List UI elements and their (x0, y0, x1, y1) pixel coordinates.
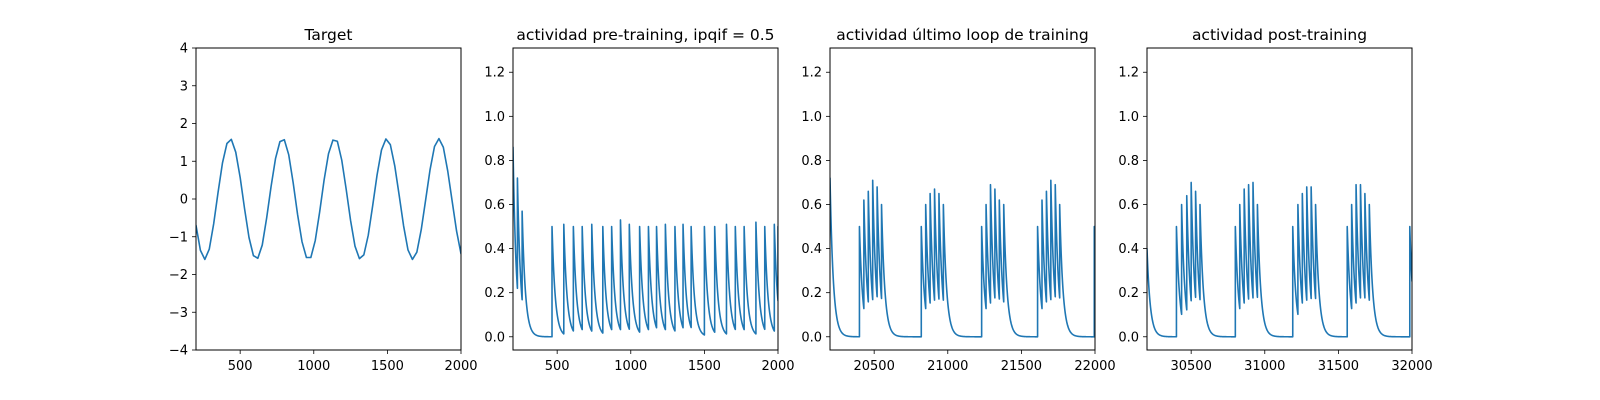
y-tick-label: 0.8 (801, 154, 822, 169)
y-tick-label: 1.2 (1118, 66, 1139, 81)
y-tick-label: 0.0 (484, 330, 505, 345)
x-tick-label: 500 (228, 359, 253, 374)
y-tick-label: 1.0 (484, 110, 505, 125)
x-tick-label: 30500 (1170, 359, 1211, 374)
subplot-title: Target (304, 26, 353, 44)
y-tick-label: 0.8 (484, 154, 505, 169)
x-tick-label: 22000 (1074, 359, 1115, 374)
subplot-1: Target 500 1000 1500 2000 −4 −3 −2 −1 0 1 2 3 4 (169, 26, 478, 374)
y-tick-label: 0.2 (1118, 286, 1139, 301)
y-tick-label: 0.6 (484, 198, 505, 213)
y-tick-label: 3 (180, 79, 188, 94)
subplot-3: actividad último loop de training 20500 21… (801, 26, 1115, 374)
x-tick-label: 20500 (853, 359, 894, 374)
axes-frame (512, 47, 779, 351)
y-tick-label: 4 (180, 42, 188, 57)
y-tick-label: 0.6 (1118, 198, 1139, 213)
y-tick-label: 0.4 (484, 242, 505, 257)
y-tick-label: 1 (180, 155, 188, 170)
y-tick-label: 0 (180, 193, 188, 208)
y-tick-label: 0.6 (801, 198, 822, 213)
y-tick-label: 0.4 (1118, 242, 1139, 257)
y-tick-label: 1.2 (484, 66, 505, 81)
x-tick-label: 32000 (1391, 359, 1432, 374)
x-tick-label: 1500 (371, 359, 404, 374)
axes-frame (829, 47, 1096, 351)
x-tick-label: 1000 (614, 359, 647, 374)
x-tick-label: 21500 (1001, 359, 1042, 374)
series-line-2-1 (513, 146, 778, 338)
y-tick-label: 0.4 (801, 242, 822, 257)
subplot-panels: Target 500 1000 1500 2000 −4 −3 −2 −1 0 1 2 3 4 activi… (169, 26, 1433, 374)
y-tick-label: −1 (169, 230, 188, 245)
y-tick-label: 0.0 (1118, 330, 1139, 345)
subplot-title: actividad pre-training, ipqif = 0.5 (516, 26, 774, 44)
y-tick-label: 0.0 (801, 330, 822, 345)
x-tick-label: 500 (545, 359, 570, 374)
y-tick-label: −2 (169, 268, 188, 283)
series-line-1-1 (196, 137, 461, 261)
y-tick-label: −4 (169, 344, 188, 359)
y-tick-label: 0.2 (484, 286, 505, 301)
subplot-4: actividad post-training 30500 31000 31500 32… (1118, 26, 1432, 374)
y-tick-label: −3 (169, 306, 188, 321)
subplot-2: actividad pre-training, ipqif = 0.5 500 10… (484, 26, 794, 374)
y-tick-label: 0.8 (1118, 154, 1139, 169)
series-line-4-1 (1147, 181, 1412, 338)
x-tick-label: 31000 (1244, 359, 1285, 374)
y-tick-label: 1.0 (801, 110, 822, 125)
y-tick-label: 1.0 (1118, 110, 1139, 125)
axes-frame (1146, 47, 1413, 351)
series-line-3-1 (830, 177, 1095, 338)
x-tick-label: 21000 (927, 359, 968, 374)
x-tick-label: 2000 (444, 359, 477, 374)
x-tick-label: 2000 (761, 359, 794, 374)
x-tick-label: 1000 (297, 359, 330, 374)
y-tick-label: 2 (180, 117, 188, 132)
x-tick-label: 1500 (688, 359, 721, 374)
y-tick-label: 0.2 (801, 286, 822, 301)
subplot-title: actividad post-training (1192, 26, 1367, 44)
y-tick-label: 1.2 (801, 66, 822, 81)
x-tick-label: 31500 (1318, 359, 1359, 374)
subplot-title: actividad último loop de training (836, 26, 1088, 44)
